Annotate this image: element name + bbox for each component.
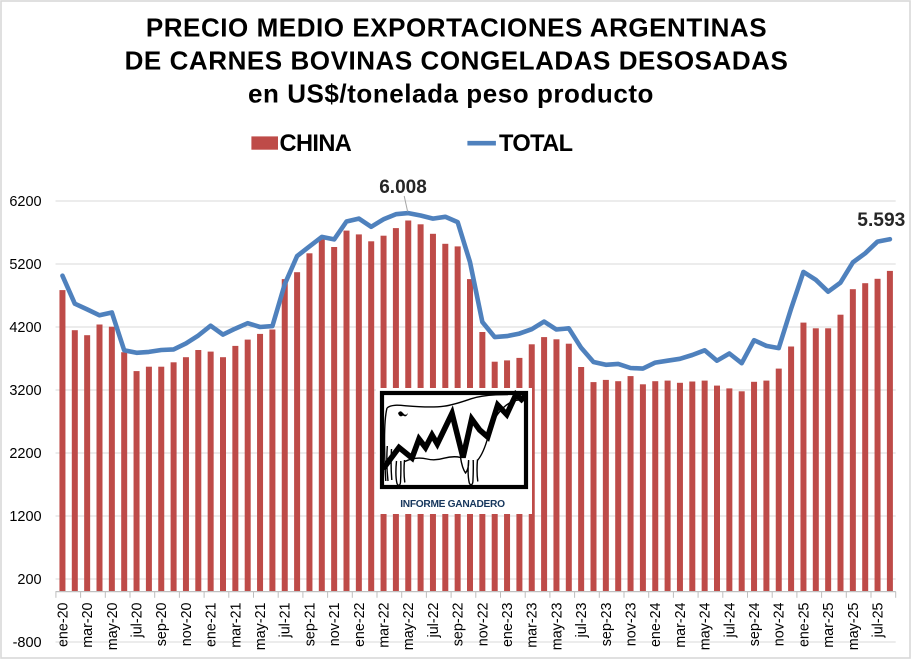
svg-text:may-24: may-24 — [698, 602, 714, 650]
svg-text:may-23: may-23 — [549, 602, 565, 650]
svg-text:CHINA: CHINA — [280, 131, 352, 157]
svg-text:jul-22: jul-22 — [426, 602, 442, 638]
svg-text:jul-23: jul-23 — [574, 602, 590, 638]
svg-text:ene-25: ene-25 — [796, 602, 812, 647]
svg-text:nov-23: nov-23 — [623, 602, 639, 646]
svg-text:may-22: may-22 — [401, 602, 417, 650]
svg-text:5200: 5200 — [9, 257, 41, 273]
svg-text:nov-22: nov-22 — [475, 602, 491, 646]
svg-text:mar-25: mar-25 — [821, 602, 837, 647]
svg-text:DE CARNES BOVINAS CONGELADAS D: DE CARNES BOVINAS CONGELADAS DESOSADAS — [125, 46, 789, 76]
svg-text:ene-20: ene-20 — [55, 602, 71, 647]
svg-text:mar-21: mar-21 — [228, 602, 244, 647]
svg-text:may-20: may-20 — [105, 602, 121, 650]
svg-text:nov-20: nov-20 — [179, 602, 195, 646]
svg-text:may-25: may-25 — [846, 602, 862, 650]
svg-text:sep-23: sep-23 — [599, 602, 615, 646]
svg-text:5.593: 5.593 — [857, 210, 905, 231]
svg-text:200: 200 — [17, 572, 41, 588]
svg-text:sep-21: sep-21 — [302, 602, 318, 646]
svg-text:sep-20: sep-20 — [154, 602, 170, 646]
svg-text:ene-22: ene-22 — [352, 602, 368, 647]
svg-text:6200: 6200 — [9, 194, 41, 210]
svg-text:1200: 1200 — [9, 509, 41, 525]
svg-text:2200: 2200 — [9, 446, 41, 462]
svg-text:en US$/tonelada peso producto: en US$/tonelada peso producto — [248, 79, 654, 109]
svg-text:mar-20: mar-20 — [80, 602, 96, 647]
svg-text:PRECIO MEDIO EXPORTACIONES ARG: PRECIO MEDIO EXPORTACIONES ARGENTINAS — [146, 13, 767, 43]
svg-text:jul-21: jul-21 — [278, 602, 294, 638]
svg-text:3200: 3200 — [9, 383, 41, 399]
svg-text:TOTAL: TOTAL — [499, 131, 573, 157]
svg-text:may-21: may-21 — [253, 602, 269, 650]
svg-text:6.008: 6.008 — [379, 177, 427, 198]
svg-text:sep-22: sep-22 — [451, 602, 467, 646]
svg-text:nov-21: nov-21 — [327, 602, 343, 646]
svg-text:jul-24: jul-24 — [722, 602, 738, 638]
svg-text:-800: -800 — [13, 635, 42, 651]
svg-text:ene-23: ene-23 — [500, 602, 516, 647]
svg-text:mar-22: mar-22 — [376, 602, 392, 647]
svg-text:ene-24: ene-24 — [648, 602, 664, 647]
svg-text:ene-21: ene-21 — [204, 602, 220, 647]
svg-text:INFORME GANADERO: INFORME GANADERO — [400, 499, 505, 510]
svg-text:nov-24: nov-24 — [772, 602, 788, 646]
svg-text:4200: 4200 — [9, 320, 41, 336]
svg-text:jul-20: jul-20 — [129, 602, 145, 638]
svg-text:jul-25: jul-25 — [870, 602, 886, 638]
svg-text:sep-24: sep-24 — [747, 602, 763, 646]
svg-text:mar-23: mar-23 — [525, 602, 541, 647]
svg-text:mar-24: mar-24 — [673, 602, 689, 647]
